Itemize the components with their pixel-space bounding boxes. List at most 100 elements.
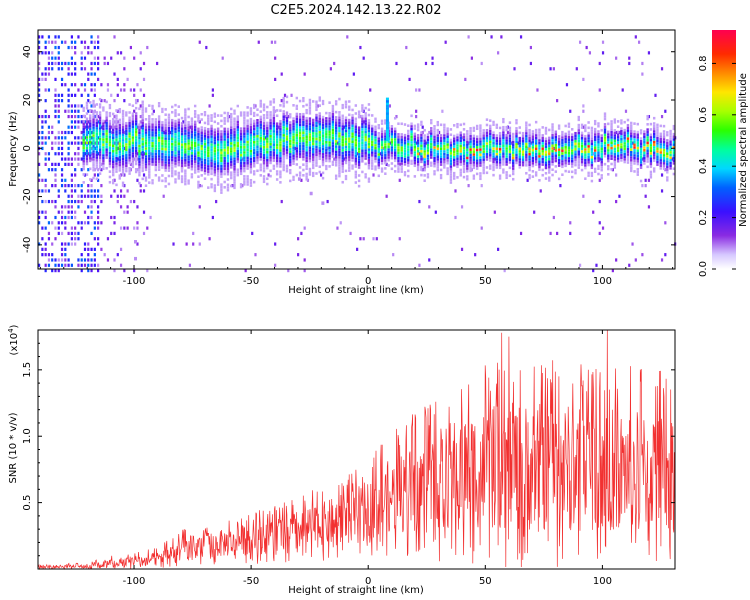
spectrogram-cell [144, 160, 148, 164]
spectrogram-cell [669, 140, 672, 144]
spectrogram-cell [298, 150, 302, 153]
spectrogram-cell [531, 162, 535, 165]
spectrogram-cell [564, 135, 567, 138]
spectrogram-cell [116, 253, 119, 257]
spectrogram-cell [292, 103, 295, 107]
spectrogram-cell [669, 159, 672, 162]
spectrogram-cell [298, 126, 302, 129]
spectrogram-cell [380, 119, 384, 123]
spectrogram-cell [672, 124, 676, 128]
spectrogram-cell [393, 143, 397, 147]
spectrogram-cell [44, 67, 47, 71]
spectrogram-cell [174, 125, 177, 128]
spectrogram-cell [348, 142, 351, 146]
spectrogram-cell [325, 125, 328, 128]
spectrogram-cell [252, 130, 256, 133]
spectrogram-cell [102, 159, 105, 163]
spectrogram-cell [97, 173, 100, 177]
spectrogram-cell [131, 130, 135, 134]
spectrogram-cell [233, 112, 236, 115]
spectrogram-cell [210, 164, 213, 168]
spectrogram-cell [449, 146, 453, 150]
spectrogram-cell [136, 125, 139, 129]
spectrogram-cell [321, 139, 325, 143]
spectrogram-cell [659, 159, 662, 162]
spectrogram-cell [512, 169, 515, 173]
spectrogram-cells [38, 35, 677, 273]
spectrogram-cell [607, 135, 610, 139]
spectrogram-cell [600, 144, 603, 148]
spectrogram-cell [380, 162, 384, 165]
spectrogram-cell [279, 135, 282, 139]
spectrogram-cell [309, 191, 313, 196]
spectrogram-cell [77, 120, 80, 124]
spectrogram-cell [41, 146, 44, 151]
spectrogram-cell [351, 151, 354, 154]
spectrogram-cell [380, 132, 384, 136]
spectrogram-cell [315, 156, 318, 159]
spectrogram-cell [592, 152, 595, 156]
spectrogram-cell [303, 226, 306, 230]
spectrogram-cell [82, 122, 85, 126]
spectrogram-cell [190, 128, 194, 131]
spectrogram-cell [289, 142, 292, 146]
spectrogram-cell [210, 161, 213, 165]
spectrogram-cell [174, 130, 177, 134]
spectrogram-cell [295, 115, 299, 118]
spectrogram-cell [47, 253, 51, 257]
spectrogram-cell [420, 155, 423, 158]
spectrogram-cell [213, 170, 217, 174]
spectrogram-cell [610, 154, 613, 158]
spectrogram-cell [105, 151, 108, 154]
spectrogram-cell [452, 137, 456, 140]
spectrogram-cell [269, 111, 272, 114]
spectrogram-cell [574, 163, 577, 167]
spectrogram-cell [82, 165, 85, 168]
spectrogram-cell [518, 142, 521, 145]
spectrogram-cell [87, 221, 90, 225]
spectrogram-cell [112, 112, 115, 116]
spectrogram-cell [60, 130, 64, 135]
spectrogram-cell [270, 40, 273, 44]
spectrogram-cell [639, 145, 643, 148]
spectrogram-cell [338, 113, 341, 117]
spectrogram-cell [119, 263, 123, 267]
spectrogram-cell [105, 132, 108, 136]
spectrogram-cell [230, 176, 233, 180]
spectrogram-cell [482, 145, 485, 148]
spectrogram-cell [249, 120, 253, 124]
spectrogram-cell [83, 221, 87, 225]
spectrogram-cell [534, 139, 538, 143]
spectrogram-cell [60, 168, 64, 172]
spectrogram-cell [348, 113, 351, 117]
spectrogram-cell [302, 99, 305, 103]
spectrogram-cell [308, 112, 312, 115]
spectrogram-cell [403, 133, 407, 137]
spectrogram-cell [341, 117, 344, 120]
spectrogram-cell [446, 167, 449, 170]
spectrogram-cell [93, 56, 96, 60]
snr-scale-prefix: (x10 [9, 333, 20, 356]
spectrogram-cell [439, 173, 443, 177]
spectrogram-cell [541, 173, 544, 177]
spectrogram-cell [151, 112, 154, 116]
spectrogram-cell [187, 152, 190, 156]
spectrogram-cell [70, 109, 73, 113]
spectrogram-cell [188, 263, 192, 267]
spectrogram-cell [98, 143, 102, 146]
spectrogram-cell [200, 152, 203, 156]
spectrogram-cell [144, 157, 148, 161]
spectrogram-cell [269, 127, 272, 130]
spectrogram-cell [131, 138, 135, 142]
spectrogram-cell [151, 152, 154, 156]
spectrogram-cell [146, 226, 149, 230]
spectrogram-cell [338, 166, 341, 170]
spectrogram-cell [136, 152, 139, 156]
spectrogram-cell [641, 253, 644, 257]
spectrogram-cell [443, 144, 446, 148]
spectrogram-cell [82, 149, 85, 152]
spectrogram-cell [410, 151, 413, 155]
spectrogram-cell [118, 129, 121, 132]
spectrogram-cell [161, 129, 164, 132]
spectrogram-cell [269, 158, 272, 162]
